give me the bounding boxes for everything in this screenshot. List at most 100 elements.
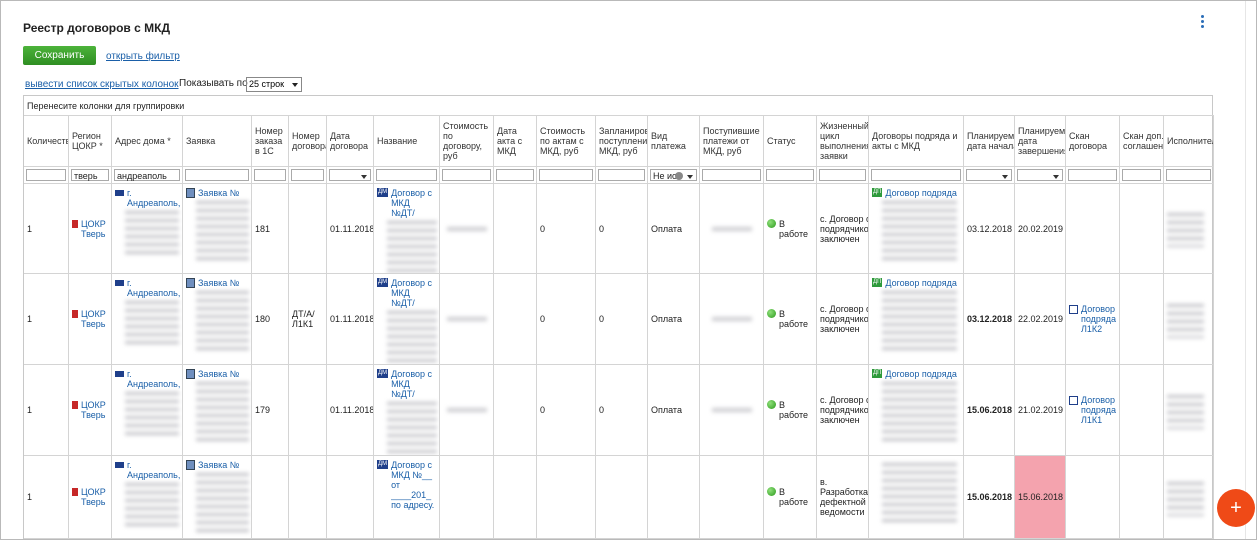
column-header[interactable]: Запланирова поступления МКД, руб <box>596 116 648 167</box>
cell-text: 03.12.2018 <box>967 314 1013 324</box>
cell-text[interactable]: Договор подряда <box>885 369 957 379</box>
filter-cell <box>1015 167 1066 184</box>
cell-text[interactable]: Заявка № <box>198 460 240 470</box>
column-header[interactable]: Скан доп. соглашения <box>1120 116 1164 167</box>
filter-input[interactable] <box>1122 169 1161 181</box>
cell-line: ЦОКР Тверь <box>72 487 108 507</box>
column-header[interactable]: Исполнитель <box>1164 116 1214 167</box>
table-cell: 15.06.2018 <box>964 365 1015 456</box>
filter-input[interactable] <box>329 169 371 181</box>
cell-text[interactable]: Договор с МКД №ДТ/ <box>391 278 433 308</box>
table-cell: Заявка № <box>183 274 252 365</box>
table-cell: 15.06.2018 <box>964 456 1015 539</box>
cell-line: 0 <box>599 405 644 415</box>
cell-text[interactable]: Договор подряда <box>885 278 957 288</box>
filter-input[interactable] <box>702 169 761 181</box>
column-header[interactable]: Вид платежа <box>648 116 700 167</box>
column-header[interactable]: Регион ЦОКР * <box>69 116 112 167</box>
redacted-text <box>125 392 180 436</box>
filter-input[interactable] <box>966 169 1012 181</box>
column-header[interactable]: Дата договора <box>327 116 374 167</box>
filter-input[interactable] <box>185 169 249 181</box>
column-header[interactable]: Номер заказа в 1С <box>252 116 289 167</box>
column-header[interactable]: Стоимость по актам с МКД, руб <box>537 116 596 167</box>
column-header[interactable]: Дата акта с МКД <box>494 116 537 167</box>
cell-line: 15.06.2018 <box>967 492 1012 502</box>
filter-input[interactable] <box>1017 169 1063 181</box>
filter-input[interactable] <box>291 169 324 181</box>
filter-input[interactable] <box>26 169 66 181</box>
cell-content: ЦОКР Тверь <box>72 309 108 329</box>
filter-input[interactable] <box>1068 169 1117 181</box>
cell-text[interactable]: Договор с МКД №ДТ/ <box>391 369 433 399</box>
filter-input[interactable] <box>254 169 286 181</box>
filter-input[interactable]: тверь <box>71 169 109 181</box>
table: Перенесите колонки для группировки Количе… <box>23 95 1214 539</box>
column-header[interactable]: Количество <box>24 116 69 167</box>
column-header[interactable]: Стоимость по договору, руб <box>440 116 494 167</box>
page-size-label: Показывать по <box>179 78 248 89</box>
column-header[interactable]: Название <box>374 116 440 167</box>
column-header[interactable]: Адрес дома * <box>112 116 183 167</box>
cell-content <box>443 226 490 231</box>
filter-input[interactable] <box>871 169 961 181</box>
cell-line: ДТ/А/Л1К1 <box>292 309 323 329</box>
filter-link[interactable]: открыть фильтр <box>106 51 180 62</box>
cell-text[interactable]: Заявка № <box>198 369 240 379</box>
save-button[interactable]: Сохранить <box>23 46 96 65</box>
filter-input[interactable] <box>766 169 814 181</box>
column-header[interactable]: Скан договора <box>1066 116 1120 167</box>
cell-text[interactable]: Договор подряда <box>885 188 957 198</box>
page-size-select[interactable]: 25 строк <box>246 77 302 92</box>
cell-text[interactable]: Договор подряда Л1К1 <box>1081 395 1116 425</box>
table-cell: В работе <box>764 365 817 456</box>
table-cell <box>327 456 374 539</box>
filter-input[interactable] <box>376 169 437 181</box>
column-header[interactable]: Заявка <box>183 116 252 167</box>
cell-text[interactable]: ЦОКР Тверь <box>81 218 106 239</box>
cell-text: 01.11.2018 <box>330 405 374 415</box>
add-button[interactable]: + <box>1217 489 1255 527</box>
cell-text[interactable]: ЦОКР Тверь <box>81 309 106 329</box>
column-header[interactable]: Договоры подряда и акты с МКД <box>869 116 964 167</box>
filter-input[interactable]: Не ис <box>650 169 697 181</box>
column-header[interactable]: Поступившие платежи от МКД, руб <box>700 116 764 167</box>
cell-content <box>1167 210 1210 247</box>
column-header[interactable]: Номер договора <box>289 116 327 167</box>
cell-text[interactable]: ЦОКР Тверь <box>81 400 106 420</box>
cell-text: 03.12.2018 <box>967 223 1013 234</box>
cell-text[interactable]: г. Андреаполь, <box>127 369 181 389</box>
table-cell: В работе <box>764 184 817 274</box>
filter-input[interactable] <box>1166 169 1211 181</box>
filter-input[interactable] <box>442 169 491 181</box>
cell-text[interactable]: Заявка № <box>198 278 240 288</box>
menu-button[interactable] <box>1200 15 1206 29</box>
cell-text[interactable]: Договор с МКД №__ от ____201_ по адресу. <box>391 460 435 510</box>
cell-content: 03.12.2018 <box>967 314 1013 324</box>
region-icon <box>72 219 78 228</box>
column-header[interactable]: Планируемая дата начала <box>964 116 1015 167</box>
filter-input[interactable] <box>496 169 534 181</box>
cell-text[interactable]: г. Андреаполь, <box>127 188 181 208</box>
filter-input[interactable] <box>819 169 866 181</box>
filter-input[interactable] <box>598 169 645 181</box>
cell-line: ЦОКР Тверь <box>72 400 108 420</box>
redacted-text <box>1167 213 1204 247</box>
address-icon <box>115 462 124 468</box>
cell-line: ДМ Договор с МКД №__ от ____201_ по адрес… <box>377 460 436 510</box>
cell-text[interactable]: Договор с МКД №ДТ/ <box>391 188 433 218</box>
cell-text[interactable]: г. Андреаполь, <box>127 460 181 480</box>
column-header[interactable]: Планируемая дата завершения <box>1015 116 1066 167</box>
table-cell: Заявка № <box>183 184 252 274</box>
cell-text[interactable]: ЦОКР Тверь <box>81 487 106 507</box>
column-header[interactable]: Жизненный цикл выполнения заявки <box>817 116 869 167</box>
column-header[interactable]: Статус <box>764 116 817 167</box>
cell-text[interactable]: Заявка № <box>198 188 240 198</box>
filter-input[interactable] <box>539 169 593 181</box>
cell-text[interactable]: Договор подряда Л1К2 <box>1081 304 1116 334</box>
cell-text[interactable]: г. Андреаполь, <box>127 278 181 298</box>
cell-line: 179 <box>255 405 285 415</box>
hidden-columns-link[interactable]: вывести список скрытых колонок <box>25 79 179 90</box>
clear-icon <box>675 172 683 180</box>
filter-input[interactable]: андреаполь <box>114 169 180 181</box>
